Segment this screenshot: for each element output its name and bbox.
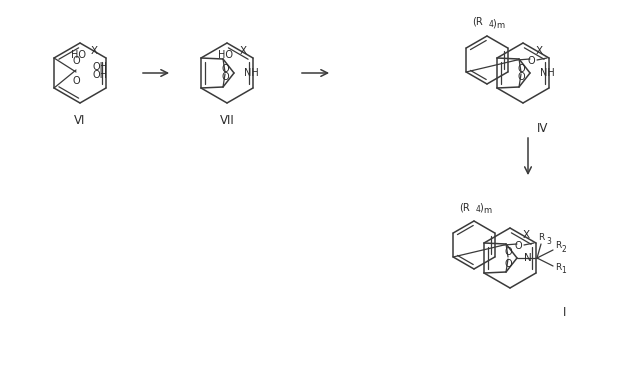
Text: (R: (R (460, 202, 470, 212)
Text: 4: 4 (476, 205, 481, 214)
Text: O: O (504, 259, 512, 269)
Text: OH: OH (92, 70, 107, 80)
Text: 2: 2 (561, 245, 566, 254)
Text: NH: NH (540, 68, 555, 78)
Text: R: R (555, 241, 561, 251)
Text: O: O (221, 64, 229, 74)
Text: O: O (221, 72, 229, 82)
Text: IV: IV (538, 121, 548, 134)
Text: 3: 3 (546, 237, 551, 246)
Text: HO: HO (71, 50, 86, 60)
Text: VII: VII (220, 115, 234, 127)
Text: X: X (90, 46, 97, 55)
Text: R: R (538, 233, 544, 243)
Text: O: O (504, 247, 512, 257)
Text: HO: HO (218, 50, 233, 60)
Text: X: X (239, 46, 246, 55)
Text: OH: OH (92, 62, 107, 72)
Text: R: R (555, 262, 561, 272)
Text: I: I (563, 306, 566, 320)
Text: 1: 1 (561, 266, 566, 275)
Text: m: m (483, 206, 491, 215)
Text: X: X (536, 46, 543, 55)
Text: O: O (527, 56, 535, 66)
Text: O: O (517, 64, 525, 74)
Text: NH: NH (244, 68, 259, 78)
Text: ): ) (479, 203, 483, 213)
Text: O: O (517, 72, 525, 82)
Text: O: O (72, 76, 80, 86)
Text: O: O (515, 241, 522, 251)
Text: VI: VI (74, 115, 86, 127)
Text: (R: (R (472, 17, 483, 27)
Text: 4: 4 (489, 20, 494, 29)
Text: X: X (522, 230, 529, 240)
Text: N: N (524, 253, 532, 263)
Text: ): ) (492, 18, 496, 28)
Text: O: O (72, 56, 80, 66)
Text: m: m (496, 21, 504, 30)
